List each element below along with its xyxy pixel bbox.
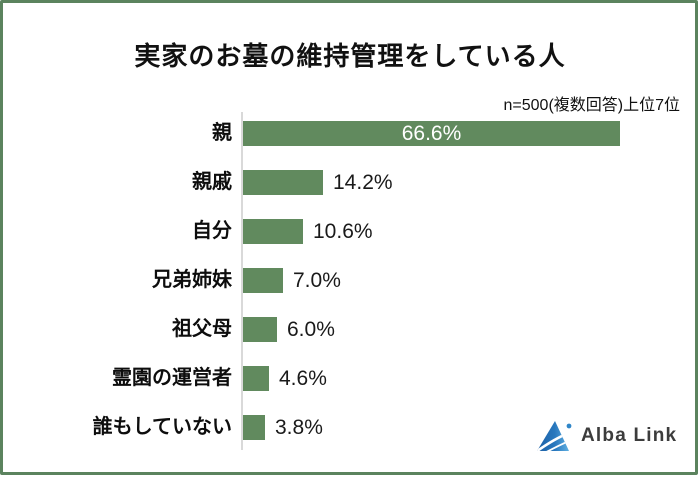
value-label-outside: 4.6% (279, 367, 327, 390)
value-label-outside: 6.0% (287, 318, 335, 341)
value-label-outside: 3.8% (275, 416, 323, 439)
category-label: 兄弟姉妹 (152, 269, 232, 291)
category-label: 親 (212, 122, 232, 144)
bar-row: 親 66.6% (0, 121, 698, 146)
bar-row: 自分 10.6% (0, 219, 698, 244)
bar-row: 霊園の運営者 4.6% (0, 366, 698, 391)
bar (243, 317, 277, 342)
bar (243, 268, 283, 293)
value-label-outside: 14.2% (333, 171, 393, 194)
category-label: 霊園の運営者 (112, 367, 232, 389)
category-label: 祖父母 (172, 318, 232, 340)
y-axis-line (241, 112, 243, 450)
bar (243, 170, 323, 195)
bar: 66.6% (243, 121, 620, 146)
bar (243, 366, 269, 391)
category-label: 自分 (192, 220, 232, 242)
sample-size-note: n=500(複数回答)上位7位 (503, 97, 681, 114)
albalink-logo: Alba Link (536, 420, 677, 452)
bar-row: 誰もしていない 3.8% (0, 415, 698, 440)
bar (243, 415, 265, 440)
value-label-inside: 66.6% (401, 122, 462, 145)
value-label-outside: 10.6% (313, 220, 373, 243)
bar-chart: 親 66.6% 親戚 14.2% 自分 10.6% 兄弟姉妹 7.0% 祖父母 … (0, 112, 698, 451)
category-label: 誰もしていない (92, 416, 232, 438)
bar-row: 祖父母 6.0% (0, 317, 698, 342)
bar (243, 219, 303, 244)
value-label-outside: 7.0% (293, 269, 341, 292)
bar-row: 親戚 14.2% (0, 170, 698, 195)
chart-title: 実家のお墓の維持管理をしている人 (134, 41, 566, 71)
albalink-logo-text: Alba Link (581, 425, 678, 446)
bar-row: 兄弟姉妹 7.0% (0, 268, 698, 293)
albalink-logo-icon (537, 421, 572, 451)
category-label: 親戚 (192, 171, 232, 193)
